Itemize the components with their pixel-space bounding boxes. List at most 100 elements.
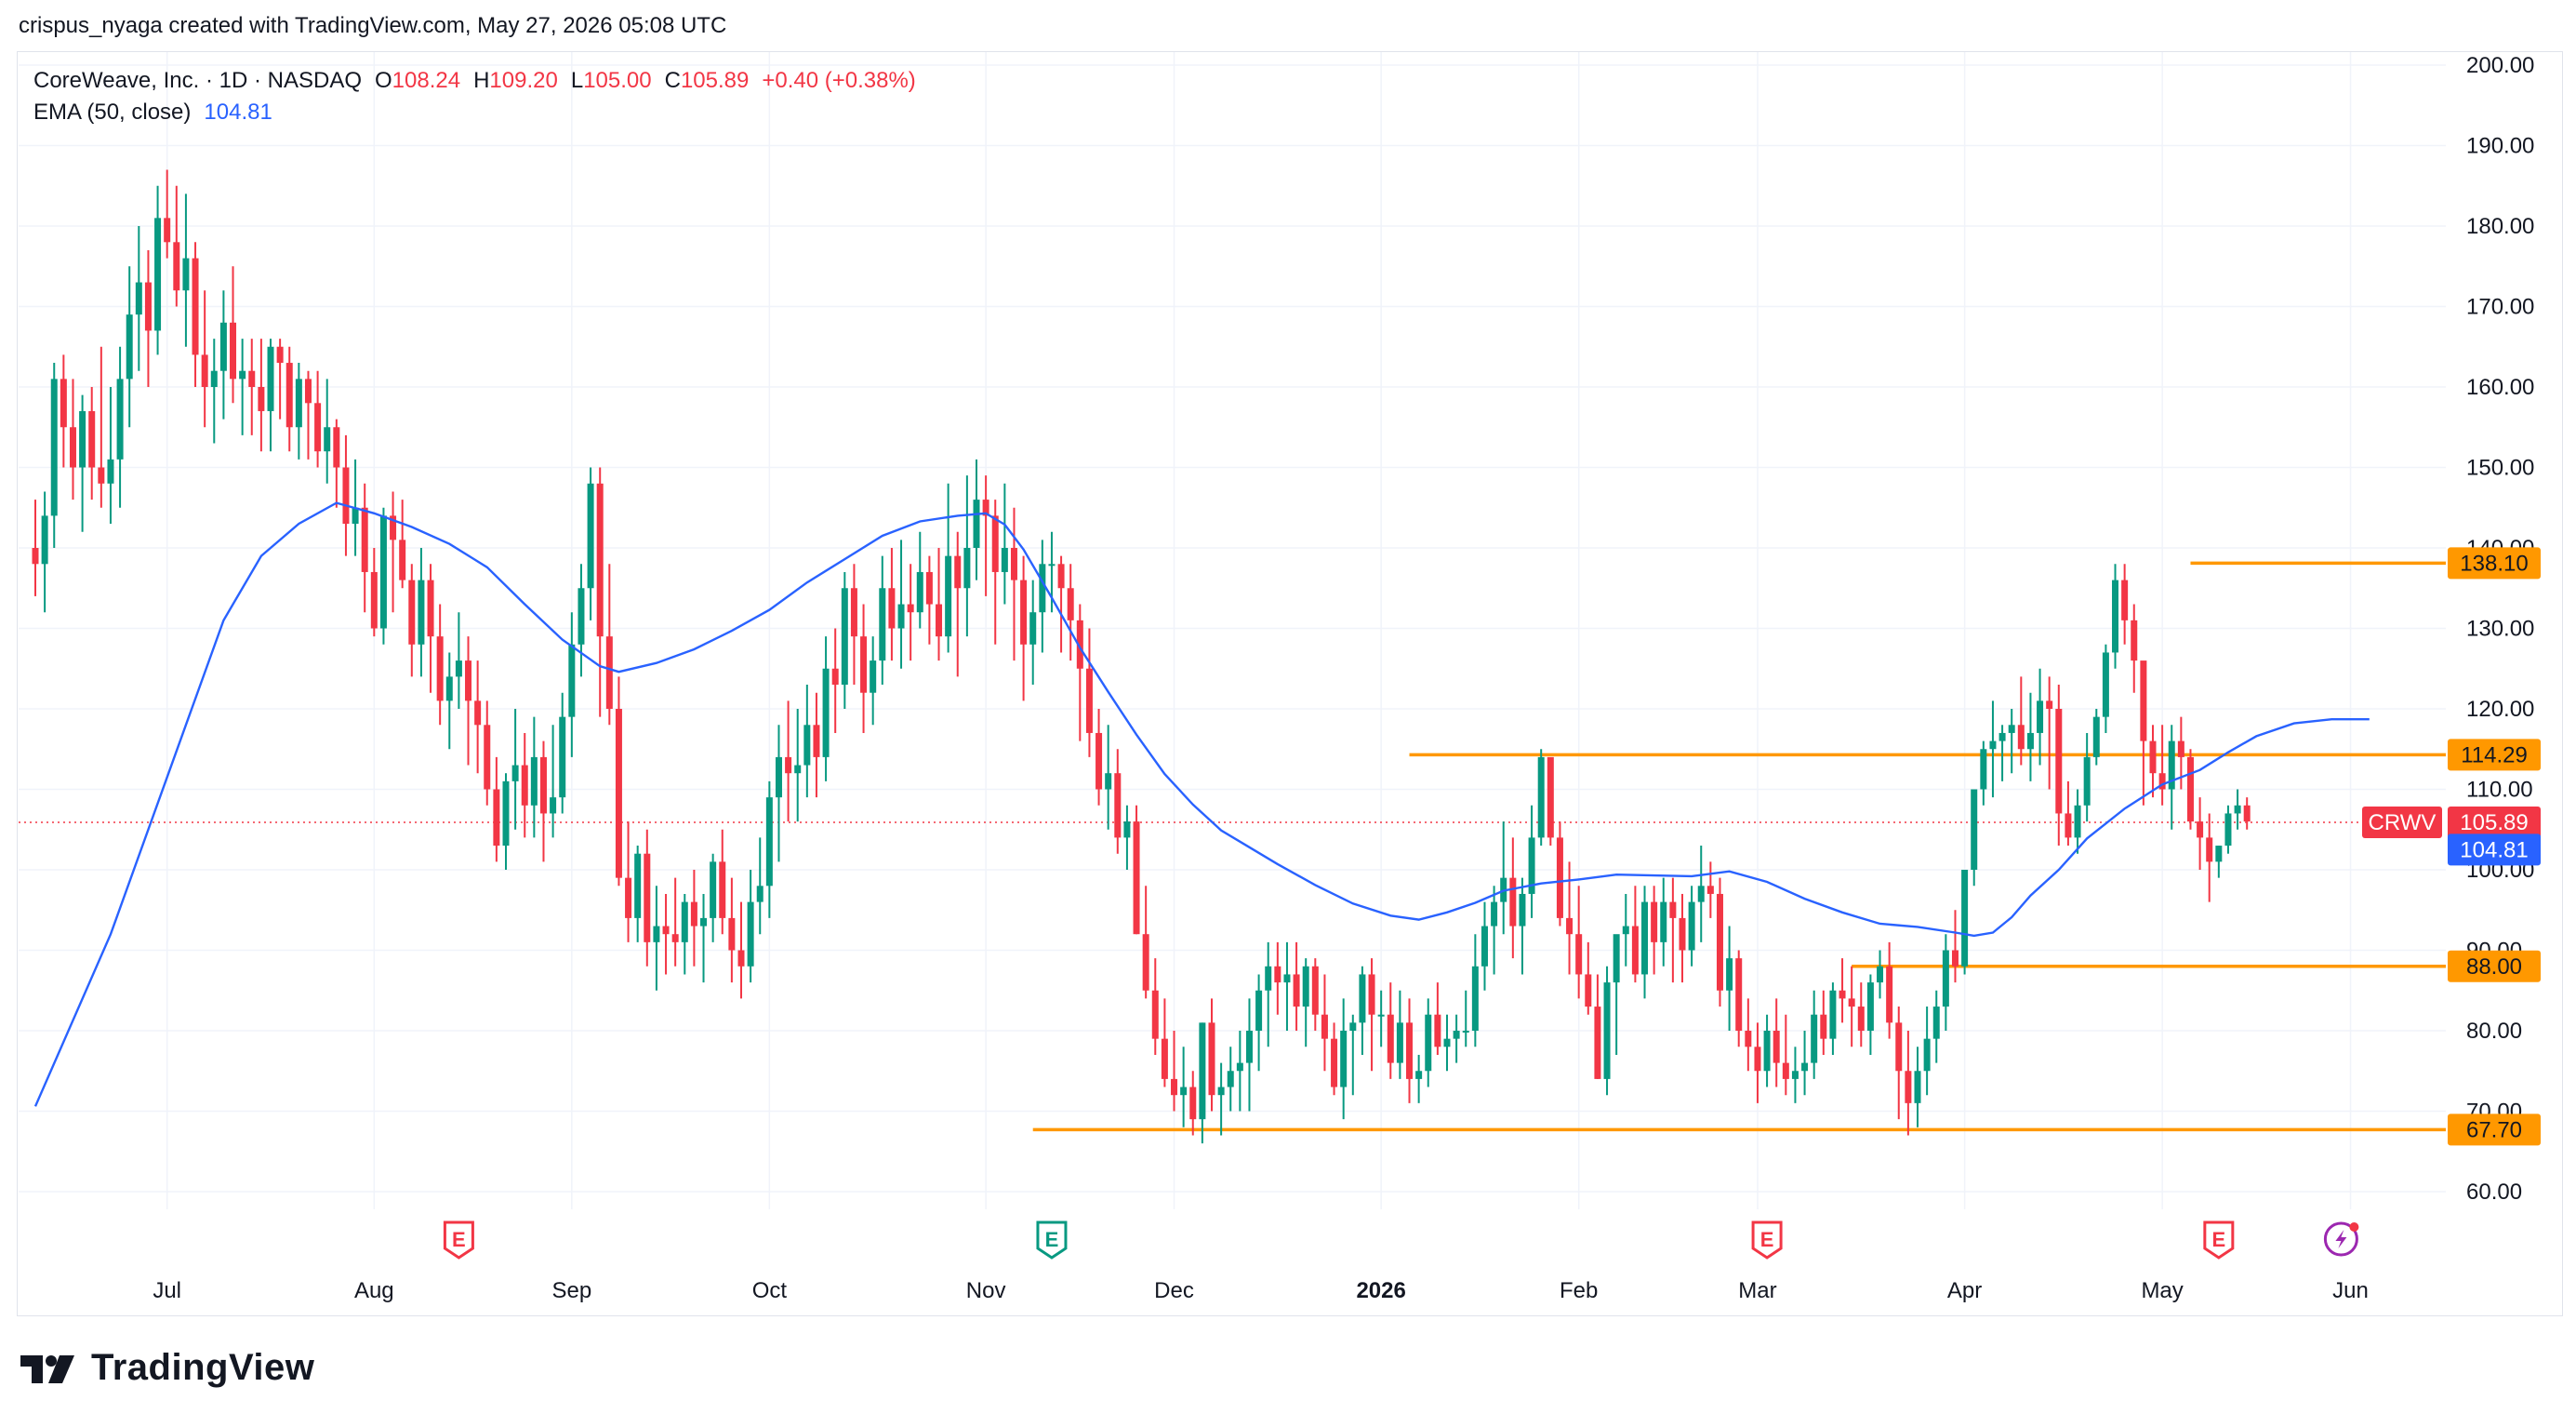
candle[interactable] [2046,676,2053,790]
candle[interactable] [474,660,482,774]
candle[interactable] [662,893,670,975]
candle[interactable] [2197,797,2204,870]
candle[interactable] [1039,540,1046,653]
candle[interactable] [1942,934,1949,1031]
candle[interactable] [794,709,802,822]
candle[interactable] [219,290,227,420]
candle[interactable] [813,692,820,798]
candle[interactable] [530,716,538,838]
candle[interactable] [568,612,576,757]
candle[interactable] [605,564,613,726]
candle[interactable] [1735,950,1743,1047]
ema-line[interactable] [33,501,2370,1107]
candle[interactable] [539,740,547,862]
candle[interactable] [2131,604,2138,693]
candle[interactable] [1914,1047,1921,1127]
candle[interactable] [1537,749,1545,847]
candle[interactable] [925,555,933,645]
candle[interactable] [324,379,331,484]
candle[interactable] [2224,805,2232,854]
candle[interactable] [1509,837,1517,959]
time-axis[interactable]: Jul Aug Sep Oct Nov Dec 2026 Feb Mar Apr May Jun [153,1278,2369,1303]
candle[interactable] [1076,604,1083,741]
candle[interactable] [192,242,199,387]
candle[interactable] [1895,1007,1903,1120]
price-axis[interactable]: 200.00190.00180.00170.00160.00150.00140.… [2466,53,2534,1205]
candle[interactable] [822,636,830,781]
candle[interactable] [445,652,453,750]
candle[interactable] [304,370,312,460]
candle[interactable] [1171,1031,1178,1112]
candle[interactable] [1631,886,1639,983]
candle[interactable] [79,394,86,532]
candle[interactable] [1123,805,1131,870]
candle[interactable] [60,354,67,468]
candle[interactable] [1857,982,1865,1047]
candle[interactable] [1265,941,1272,1047]
candle[interactable] [1491,886,1498,975]
candle[interactable] [1905,1031,1912,1136]
candle[interactable] [803,685,811,798]
candle[interactable] [728,877,736,983]
candle[interactable] [135,226,142,371]
candle[interactable] [936,548,943,661]
candle[interactable] [258,339,265,452]
earnings-icon[interactable]: E [1036,1220,1068,1260]
candle[interactable] [1877,950,1884,999]
price-chart[interactable]: 200.00190.00180.00170.00160.00150.00140.… [0,0,2576,1340]
candle[interactable] [1462,990,1469,1047]
candle[interactable] [1594,974,1601,1079]
candle[interactable] [1105,725,1112,830]
candle[interactable] [455,612,462,709]
candle[interactable] [342,434,350,556]
candle[interactable] [164,169,171,259]
candle[interactable] [333,419,340,508]
candle[interactable] [267,339,274,452]
candle[interactable] [897,540,905,669]
candle[interactable] [550,725,557,838]
candle[interactable] [1415,1054,1423,1103]
candle[interactable] [1331,1022,1338,1096]
candle[interactable] [1340,998,1348,1120]
candle[interactable] [1980,740,1987,806]
candle[interactable] [888,548,896,661]
candle[interactable] [1801,1031,1809,1096]
candle[interactable] [653,886,660,991]
candle[interactable] [1133,805,1140,935]
candle[interactable] [578,564,585,677]
candle[interactable] [587,467,594,620]
candle[interactable] [182,193,190,347]
candle[interactable] [775,725,782,862]
candle[interactable] [1716,877,1723,1007]
candle[interactable] [2092,709,2100,766]
candle[interactable] [700,893,708,983]
candle[interactable] [1199,1022,1206,1144]
candle[interactable] [427,564,434,693]
candle[interactable] [32,500,39,596]
candle[interactable] [1820,990,1827,1055]
candle[interactable] [399,500,406,589]
candle[interactable] [1669,877,1677,983]
candle[interactable] [295,363,302,460]
candle[interactable] [1622,893,1629,967]
candle[interactable] [1811,990,1818,1079]
candle[interactable] [982,475,989,596]
candle[interactable] [2206,813,2213,902]
candle[interactable] [2121,564,2129,645]
candle[interactable] [1886,941,1893,1039]
candle[interactable] [1763,1014,1771,1087]
candle[interactable] [521,732,528,838]
candle[interactable] [870,636,877,726]
candle[interactable] [1773,998,1780,1087]
candle[interactable] [879,555,886,686]
candle[interactable] [1829,982,1837,1055]
candle[interactable] [1377,990,1385,1047]
candle[interactable] [1095,709,1103,806]
candle[interactable] [2017,676,2025,766]
candle[interactable] [1321,974,1328,1072]
candle[interactable] [963,475,971,637]
symbol-title[interactable]: CoreWeave, Inc. · 1D · NASDAQ [33,68,362,93]
candle[interactable] [1866,974,1874,1055]
candle[interactable] [1528,805,1535,918]
